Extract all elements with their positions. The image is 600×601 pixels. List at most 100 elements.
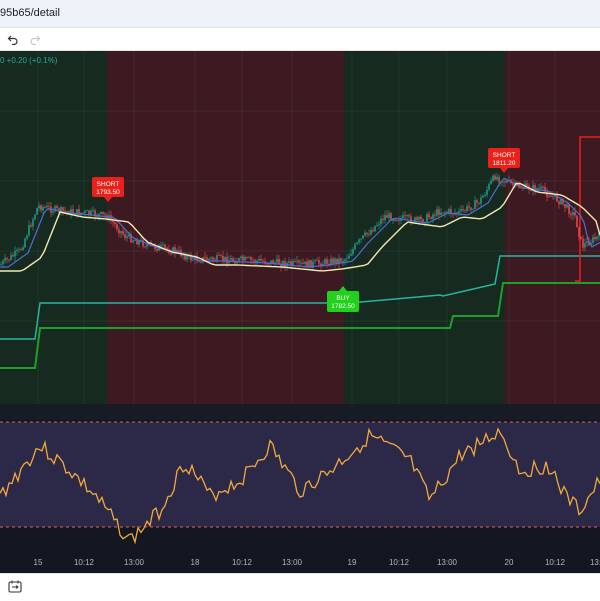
candle-body bbox=[30, 225, 32, 227]
time-tick: 13:00 bbox=[590, 558, 600, 567]
signal-short-2[interactable]: SHORT 1811.20 bbox=[488, 148, 520, 173]
undo-button[interactable] bbox=[2, 28, 24, 50]
candle-body bbox=[46, 205, 48, 208]
candle-body bbox=[242, 256, 244, 261]
candle-body bbox=[506, 180, 508, 183]
candle-body bbox=[52, 211, 54, 213]
candle-body bbox=[192, 259, 194, 261]
candle-body bbox=[292, 261, 294, 265]
price-chart[interactable]: 0 +0.20 (+0.1%) SHORT 1793.50 BUY 1782.5… bbox=[0, 51, 600, 573]
redo-button[interactable] bbox=[24, 28, 46, 50]
candle-body bbox=[496, 176, 498, 180]
candle-body bbox=[560, 198, 562, 205]
candle-body bbox=[534, 184, 536, 191]
candle-body bbox=[338, 258, 340, 264]
candle-body bbox=[574, 212, 576, 216]
candle-body bbox=[416, 217, 418, 220]
bear-zone bbox=[107, 51, 344, 404]
candle-body bbox=[94, 210, 96, 217]
candle-body bbox=[112, 220, 114, 223]
time-tick: 13:00 bbox=[282, 558, 303, 567]
candle-body bbox=[404, 215, 406, 217]
cream-moving-average bbox=[0, 182, 600, 272]
candlesticks bbox=[0, 173, 600, 272]
candle-body bbox=[60, 207, 62, 213]
candle-body bbox=[364, 232, 366, 236]
candle-body bbox=[532, 184, 534, 191]
chart-area[interactable]: 0 +0.20 (+0.1%) SHORT 1793.50 BUY 1782.5… bbox=[0, 51, 600, 573]
candle-body bbox=[382, 218, 384, 221]
candle-body bbox=[240, 256, 242, 259]
candle-body bbox=[164, 244, 166, 248]
candle-body bbox=[530, 189, 532, 191]
candle-body bbox=[216, 255, 218, 261]
candle-body bbox=[448, 209, 450, 213]
candle-body bbox=[284, 261, 286, 267]
candle-body bbox=[12, 255, 14, 257]
candle-body bbox=[556, 194, 558, 202]
candle-body bbox=[450, 209, 452, 214]
candle-body bbox=[184, 255, 186, 260]
candle-body bbox=[4, 258, 6, 261]
candle-body bbox=[312, 261, 314, 268]
candle-body bbox=[226, 256, 228, 264]
candle-body bbox=[136, 240, 138, 245]
candle-body bbox=[182, 255, 184, 257]
time-tick: 19 bbox=[348, 558, 357, 567]
signal-buy[interactable]: BUY 1782.50 bbox=[327, 286, 359, 312]
candle-body bbox=[474, 200, 476, 209]
candle-body bbox=[464, 210, 466, 212]
candle-body bbox=[210, 257, 212, 259]
candle-body bbox=[294, 261, 296, 262]
legend-change: 0 +0.20 (+0.1%) bbox=[0, 56, 58, 65]
candle-body bbox=[118, 229, 120, 234]
candle-body bbox=[86, 210, 88, 212]
candle-body bbox=[56, 206, 58, 209]
time-axis[interactable] bbox=[0, 544, 600, 573]
candle-body bbox=[384, 215, 386, 221]
candle-body bbox=[588, 241, 590, 246]
candle-body bbox=[230, 258, 232, 261]
candle-body bbox=[584, 243, 586, 248]
candle-body bbox=[186, 255, 188, 260]
candle-body bbox=[566, 204, 568, 208]
url-text[interactable]: 95b65/detail bbox=[0, 7, 60, 19]
candle-body bbox=[36, 208, 38, 215]
signal-kind: BUY bbox=[336, 295, 350, 302]
candle-body bbox=[270, 260, 272, 264]
candle-body bbox=[254, 260, 256, 263]
time-tick: 18 bbox=[191, 558, 200, 567]
candle-body bbox=[456, 212, 458, 214]
candle-body bbox=[582, 238, 584, 248]
candle-body bbox=[40, 205, 42, 211]
candle-body bbox=[200, 261, 202, 263]
candle-body bbox=[44, 207, 46, 208]
candle-body bbox=[578, 227, 580, 237]
time-tick: 15 bbox=[34, 558, 43, 567]
candle-body bbox=[558, 201, 560, 205]
candle-body bbox=[130, 234, 132, 243]
panel-separator[interactable] bbox=[0, 404, 600, 420]
candle-body bbox=[420, 216, 422, 220]
candle-body bbox=[332, 258, 334, 264]
candle-body bbox=[128, 234, 130, 237]
green-support-line bbox=[0, 282, 600, 369]
candle-body bbox=[238, 258, 240, 262]
candle-body bbox=[478, 202, 480, 204]
candle-body bbox=[98, 213, 100, 217]
candle-body bbox=[6, 258, 8, 260]
candle-body bbox=[398, 220, 400, 221]
candle-body bbox=[38, 205, 40, 209]
candle-body bbox=[380, 218, 382, 225]
candle-body bbox=[20, 249, 22, 251]
grid bbox=[0, 51, 600, 404]
bull-zone bbox=[344, 51, 505, 404]
candle-body bbox=[196, 256, 198, 262]
candle-body bbox=[304, 261, 306, 264]
candle-body bbox=[54, 206, 56, 212]
signal-short-1[interactable]: SHORT 1793.50 bbox=[92, 177, 124, 202]
date-range-button[interactable] bbox=[8, 580, 24, 594]
chart-toolbar bbox=[0, 28, 600, 51]
candle-body bbox=[354, 244, 356, 250]
candle-body bbox=[434, 214, 436, 216]
